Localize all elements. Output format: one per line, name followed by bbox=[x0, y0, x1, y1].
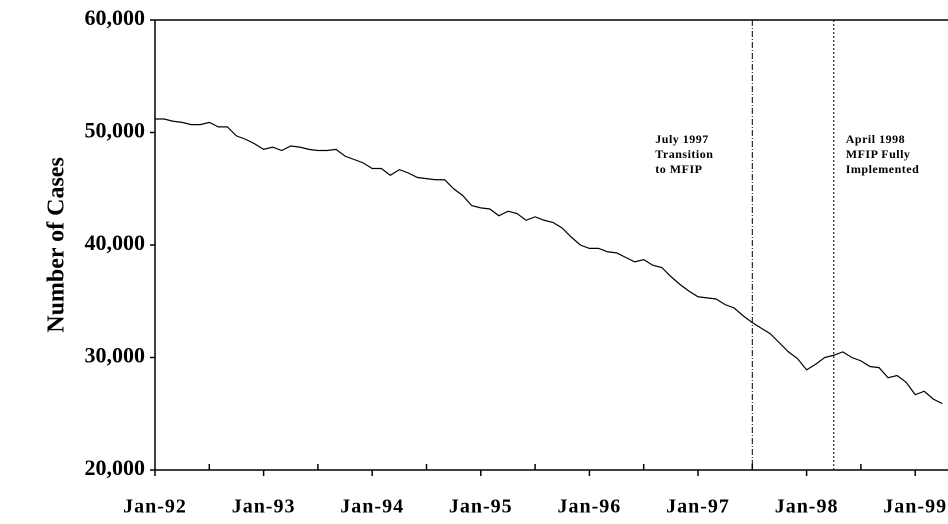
x-tick-label: Jan-92 bbox=[123, 496, 187, 518]
annotation-text: Transition bbox=[655, 147, 713, 161]
x-tick-label: Jan-96 bbox=[558, 496, 622, 518]
y-tick-label: 50,000 bbox=[85, 118, 146, 143]
y-tick-label: 40,000 bbox=[85, 230, 146, 255]
annotation-text: Implemented bbox=[846, 162, 920, 176]
y-tick-label: 20,000 bbox=[85, 455, 146, 480]
y-tick-label: 30,000 bbox=[85, 343, 146, 368]
x-tick-label: Jan-97 bbox=[666, 496, 730, 518]
y-tick-label: 60,000 bbox=[85, 5, 146, 30]
y-axis-label: Number of Cases bbox=[44, 157, 70, 333]
annotation-text: to MFIP bbox=[655, 162, 702, 176]
annotation-text: July 1997 bbox=[655, 132, 709, 146]
annotation-text: April 1998 bbox=[846, 132, 905, 146]
data-line bbox=[155, 118, 943, 405]
x-tick-label: Jan-98 bbox=[775, 496, 839, 518]
x-tick-label: Jan-94 bbox=[340, 496, 404, 518]
annotation-text: MFIP Fully bbox=[846, 147, 911, 161]
x-tick-label: Jan-93 bbox=[232, 496, 296, 518]
x-tick-label: Jan-95 bbox=[449, 496, 513, 518]
x-tick-label: Jan-99 bbox=[883, 496, 947, 518]
